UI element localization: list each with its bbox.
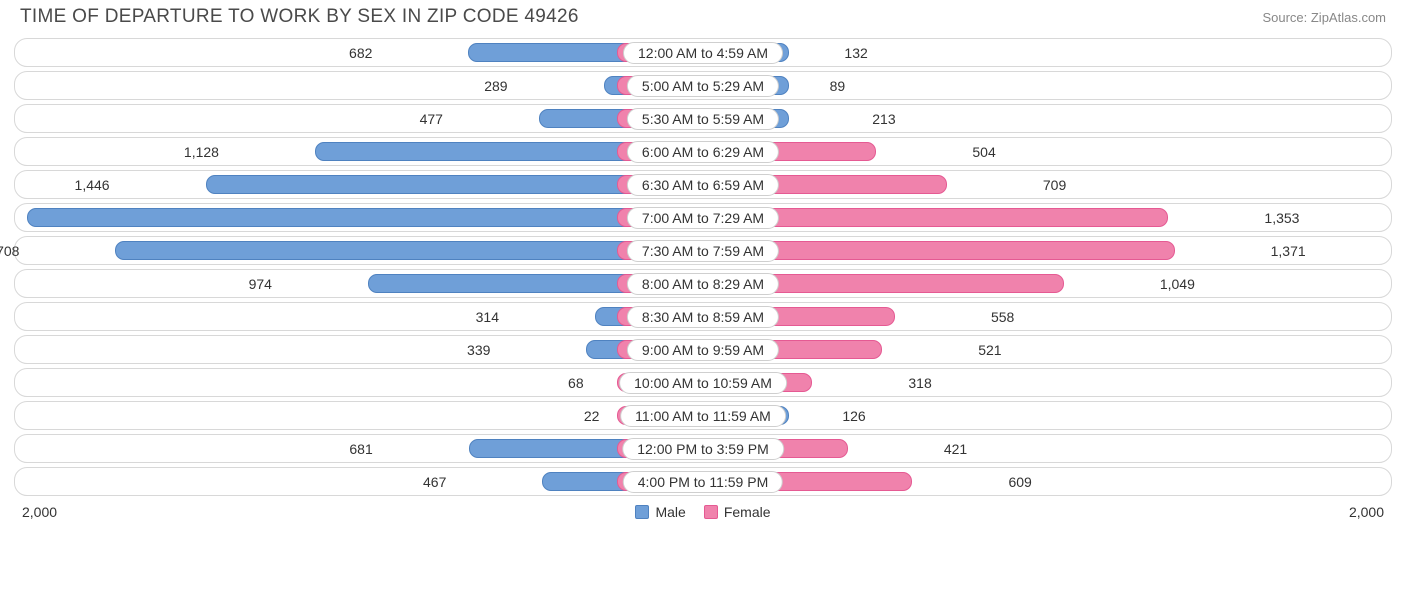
chart-row: 7:00 AM to 7:29 AM1,9661,353: [14, 203, 1392, 232]
time-range-label: 5:30 AM to 5:59 AM: [627, 108, 779, 130]
male-value: 974: [249, 276, 272, 292]
time-range-label: 8:30 AM to 8:59 AM: [627, 306, 779, 328]
male-value: 68: [568, 375, 584, 391]
female-value: 126: [842, 408, 865, 424]
time-range-label: 6:00 AM to 6:29 AM: [627, 141, 779, 163]
legend-female-label: Female: [724, 504, 771, 520]
chart-row: 9:00 AM to 9:59 AM 339 521: [14, 335, 1392, 364]
female-value: 709: [1043, 177, 1066, 193]
female-value: 521: [978, 342, 1001, 358]
female-value: 89: [830, 78, 846, 94]
legend-female: Female: [704, 504, 771, 520]
female-value: 318: [908, 375, 931, 391]
chart-row: 7:30 AM to 7:59 AM1,7081,371: [14, 236, 1392, 265]
male-value: 682: [349, 45, 372, 61]
time-range-label: 12:00 AM to 4:59 AM: [623, 42, 783, 64]
female-value: 213: [872, 111, 895, 127]
chart-row: 8:00 AM to 8:29 AM 974 1,049: [14, 269, 1392, 298]
legend-male: Male: [635, 504, 685, 520]
male-value: 22: [584, 408, 600, 424]
female-value: 132: [844, 45, 867, 61]
male-value: 339: [467, 342, 490, 358]
chart-source: Source: ZipAtlas.com: [1262, 10, 1386, 25]
time-range-label: 7:30 AM to 7:59 AM: [627, 240, 779, 262]
male-value: 681: [349, 441, 372, 457]
legend-male-label: Male: [655, 504, 685, 520]
male-value: 1,446: [75, 177, 110, 193]
chart-area: 12:00 AM to 4:59 AM 682 132 5:00 AM to 5:29…: [0, 38, 1406, 496]
time-range-label: 8:00 AM to 8:29 AM: [627, 273, 779, 295]
chart-footer: 2,000 Male Female 2,000: [0, 500, 1406, 520]
chart-row: 8:30 AM to 8:59 AM 314 558: [14, 302, 1392, 331]
female-value: 609: [1008, 474, 1031, 490]
chart-row: 6:00 AM to 6:29 AM 1,128 504: [14, 137, 1392, 166]
chart-title: TIME OF DEPARTURE TO WORK BY SEX IN ZIP …: [20, 6, 579, 28]
time-range-label: 11:00 AM to 11:59 AM: [620, 405, 786, 427]
time-range-label: 4:00 PM to 11:59 PM: [623, 471, 783, 493]
chart-header: TIME OF DEPARTURE TO WORK BY SEX IN ZIP …: [0, 0, 1406, 38]
chart-row: 5:30 AM to 5:59 AM 477 213: [14, 104, 1392, 133]
chart-row: 12:00 PM to 3:59 PM 681 421: [14, 434, 1392, 463]
male-value: 314: [476, 309, 499, 325]
time-range-label: 9:00 AM to 9:59 AM: [627, 339, 779, 361]
female-swatch-icon: [704, 505, 718, 519]
legend: Male Female: [635, 504, 770, 520]
axis-max-left: 2,000: [22, 504, 57, 520]
time-range-label: 6:30 AM to 6:59 AM: [627, 174, 779, 196]
chart-row: 12:00 AM to 4:59 AM 682 132: [14, 38, 1392, 67]
axis-max-right: 2,000: [1349, 504, 1384, 520]
male-value: 467: [423, 474, 446, 490]
time-range-label: 12:00 PM to 3:59 PM: [622, 438, 784, 460]
male-value: 477: [420, 111, 443, 127]
chart-row: 6:30 AM to 6:59 AM 1,446 709: [14, 170, 1392, 199]
female-value: 504: [972, 144, 995, 160]
female-value: 1,353: [1264, 210, 1299, 226]
male-value: 1,128: [184, 144, 219, 160]
chart-row: 10:00 AM to 10:59 AM 68 318: [14, 368, 1392, 397]
time-range-label: 10:00 AM to 10:59 AM: [619, 372, 787, 394]
time-range-label: 7:00 AM to 7:29 AM: [627, 207, 779, 229]
male-value: 289: [484, 78, 507, 94]
chart-row: 11:00 AM to 11:59 AM 22 126: [14, 401, 1392, 430]
male-swatch-icon: [635, 505, 649, 519]
male-value: 1,708: [0, 243, 19, 259]
female-value: 558: [991, 309, 1014, 325]
chart-row: 5:00 AM to 5:29 AM 289 89: [14, 71, 1392, 100]
female-value: 421: [944, 441, 967, 457]
time-range-label: 5:00 AM to 5:29 AM: [627, 75, 779, 97]
chart-row: 4:00 PM to 11:59 PM 467 609: [14, 467, 1392, 496]
female-value: 1,049: [1160, 276, 1195, 292]
female-value: 1,371: [1271, 243, 1306, 259]
